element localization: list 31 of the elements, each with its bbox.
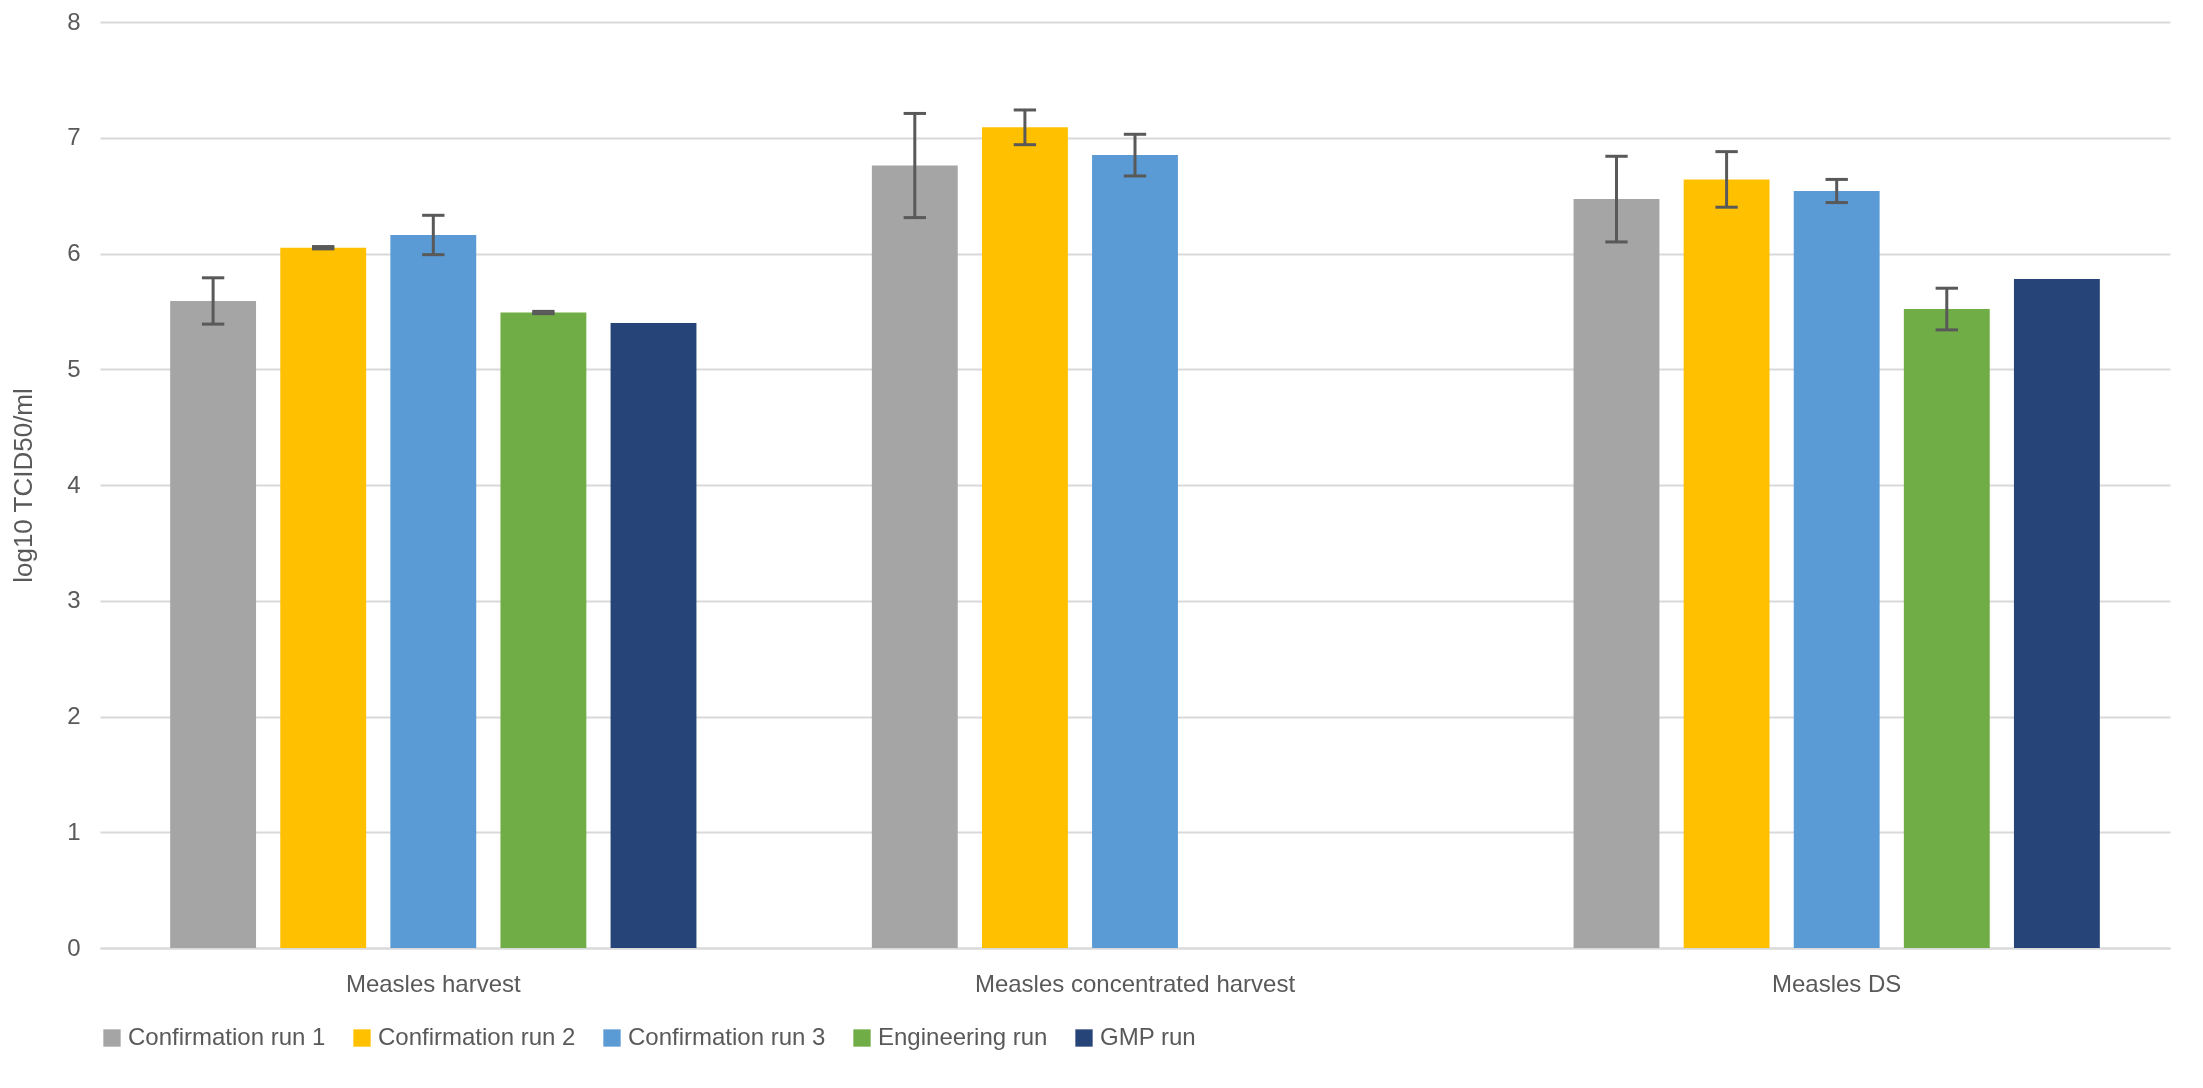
bar bbox=[2013, 278, 2100, 948]
legend-label: Confirmation run 3 bbox=[628, 1023, 826, 1050]
legend-label: GMP run bbox=[1100, 1023, 1196, 1050]
bar bbox=[610, 322, 697, 948]
x-tick-label: Measles DS bbox=[1772, 969, 1902, 997]
y-tick-label: 5 bbox=[67, 354, 81, 382]
bar bbox=[1092, 155, 1178, 948]
bar bbox=[1793, 191, 1880, 948]
bar bbox=[170, 300, 257, 948]
y-tick-label: 2 bbox=[67, 702, 81, 729]
bar bbox=[871, 165, 958, 948]
bar bbox=[1573, 199, 1660, 948]
x-tick-label: Measles concentrated harvest bbox=[974, 969, 1296, 997]
bar bbox=[390, 234, 477, 948]
y-tick-label: 7 bbox=[67, 123, 81, 151]
y-tick-label: 3 bbox=[67, 586, 81, 614]
y-tick-label: 1 bbox=[67, 817, 81, 845]
legend-label: Engineering run bbox=[878, 1023, 1048, 1050]
bar bbox=[1903, 309, 1990, 948]
y-tick-label: 0 bbox=[67, 933, 81, 961]
bar bbox=[1683, 179, 1770, 948]
bar bbox=[981, 127, 1068, 948]
y-tick-label: 8 bbox=[67, 7, 81, 35]
legend-label: Confirmation run 2 bbox=[378, 1023, 576, 1050]
x-tick-label: Measles harvest bbox=[345, 969, 521, 997]
y-axis-title: log10 TCID50/ml bbox=[8, 388, 39, 583]
legend-label: Confirmation run 1 bbox=[128, 1023, 326, 1050]
bar bbox=[500, 312, 587, 948]
y-tick-label: 6 bbox=[67, 239, 81, 266]
bar bbox=[280, 247, 367, 948]
y-tick-label: 4 bbox=[67, 470, 81, 498]
